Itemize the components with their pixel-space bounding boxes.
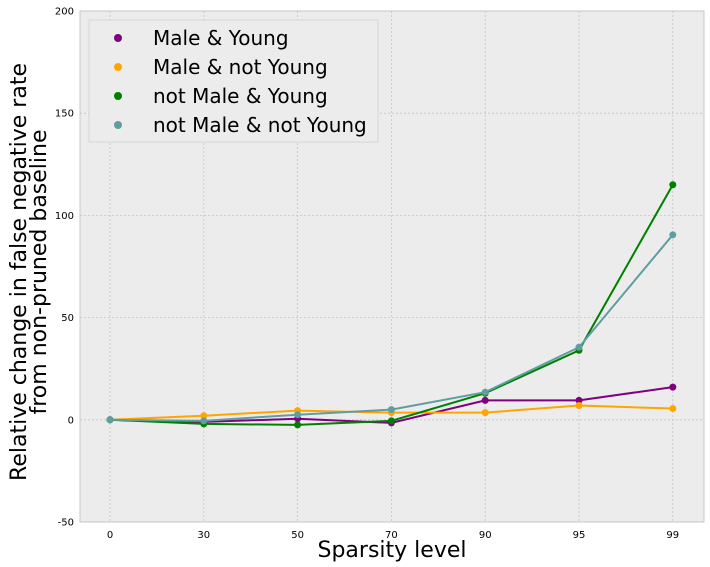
data-point-2-6 <box>669 181 677 189</box>
data-point-1-4 <box>481 409 489 417</box>
x-tick-label: 0 <box>107 530 113 541</box>
data-point-1-5 <box>575 401 583 409</box>
series-group <box>106 181 677 429</box>
x-axis-label: Sparsity level <box>318 538 467 563</box>
data-point-3-3 <box>387 406 395 414</box>
data-point-3-6 <box>669 231 677 239</box>
legend-label-male-young: Male & Young <box>153 26 289 50</box>
data-point-3-4 <box>481 388 489 396</box>
legend-box <box>88 19 379 143</box>
data-point-0-6 <box>669 383 677 391</box>
x-axis-ticks: 0 30 50 70 90 95 99 <box>107 530 679 541</box>
data-point-3-5 <box>575 343 583 351</box>
y-tick-label: 50 <box>61 313 74 324</box>
legend-marker-not-male-young <box>114 92 122 100</box>
legend-marker-male-not-young <box>114 63 122 71</box>
y-axis-label-line-1: Relative change in false negative rate <box>7 63 32 481</box>
y-axis-ticks: -50 0 50 100 150 200 <box>55 7 74 529</box>
y-tick-label: 100 <box>55 211 74 222</box>
legend-label-male-not-young: Male & not Young <box>153 55 328 79</box>
data-point-1-1 <box>200 412 208 420</box>
y-axis-label-line-2: from non-pruned baseline <box>27 129 52 414</box>
x-tick-label: 90 <box>479 530 492 541</box>
data-point-2-3 <box>387 417 395 425</box>
legend-marker-not-male-not-young <box>114 121 122 129</box>
x-tick-label: 99 <box>666 530 679 541</box>
y-tick-label: -50 <box>58 518 74 529</box>
y-tick-label: 150 <box>55 109 74 120</box>
data-point-0-4 <box>481 396 489 404</box>
data-point-0-5 <box>575 396 583 404</box>
legend-label-not-male-young: not Male & Young <box>153 84 328 108</box>
data-point-3-2 <box>294 411 302 419</box>
legend: Male & Young Male & not Young not Male &… <box>88 19 379 143</box>
data-point-3-0 <box>106 416 114 424</box>
data-point-3-1 <box>200 417 208 425</box>
x-tick-label: 70 <box>385 530 398 541</box>
y-tick-label: 200 <box>55 7 74 18</box>
legend-marker-male-young <box>114 34 122 42</box>
data-point-1-6 <box>669 405 677 413</box>
x-tick-label: 95 <box>573 530 586 541</box>
y-tick-label: 0 <box>68 415 74 426</box>
x-tick-label: 50 <box>291 530 304 541</box>
data-point-2-2 <box>294 421 302 429</box>
legend-label-not-male-not-young: not Male & not Young <box>153 113 367 137</box>
x-tick-label: 30 <box>197 530 210 541</box>
